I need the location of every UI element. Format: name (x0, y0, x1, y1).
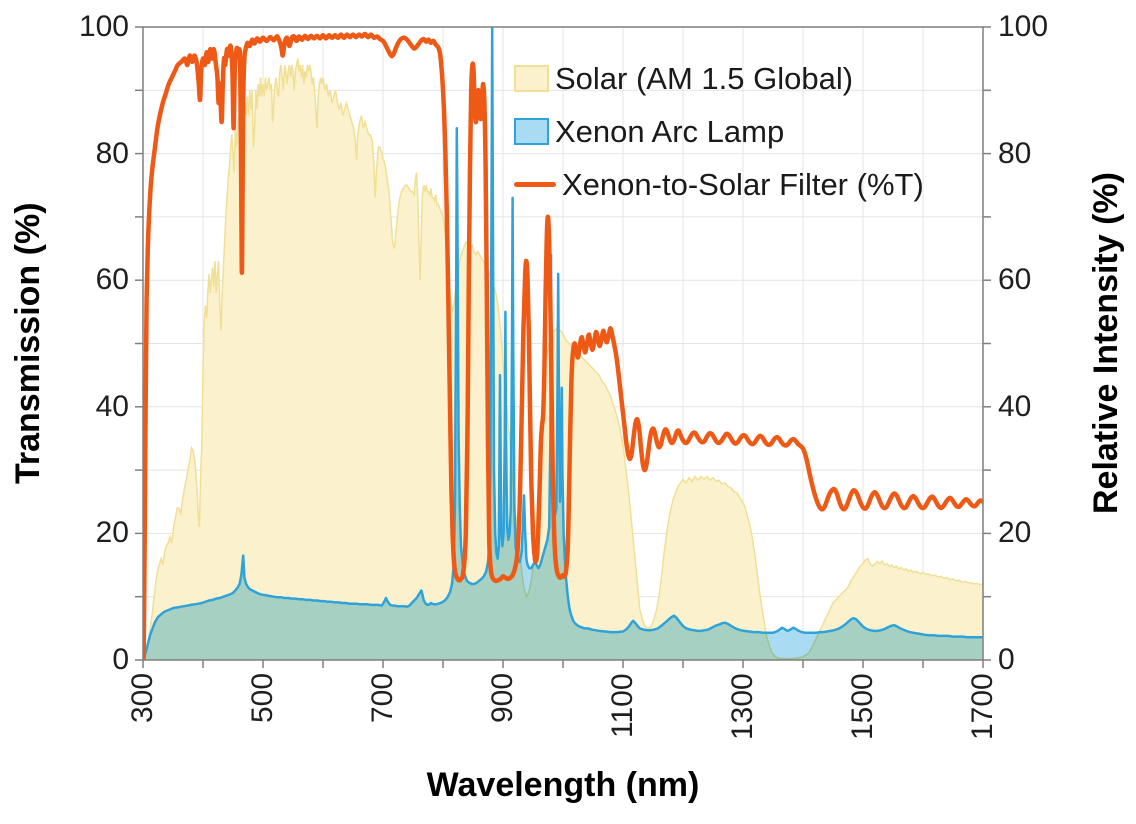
x-axis-tick-label: 500 (246, 673, 279, 724)
xenon-area-swatch-icon (514, 118, 549, 145)
left-axis-tick-label: 100 (78, 10, 129, 43)
solar-area (143, 58, 983, 660)
right-axis-tick-label: 60 (998, 263, 1032, 297)
axes-frame (135, 26, 991, 668)
x-axis-tick-label: 900 (486, 673, 519, 724)
legend-label: Xenon-to-Solar Filter (%T) (562, 166, 924, 202)
right-axis-tick-label: 40 (998, 389, 1032, 423)
solar-area-swatch-icon (514, 65, 549, 92)
left-axis-tick-label: 20 (95, 516, 129, 550)
left-axis-tick-label: 0 (112, 643, 129, 676)
legend-item-xenon: Xenon Arc Lamp (514, 105, 924, 158)
x-axis-tick-label: 700 (366, 673, 399, 724)
right-axis-tick-label: 20 (998, 516, 1032, 550)
left-axis-tick-label: 60 (95, 263, 129, 297)
xenon-outline (143, 27, 983, 660)
x-axis-title: Wavelength (nm) (426, 766, 700, 804)
series-group (143, 27, 983, 660)
filter-line (143, 31, 983, 660)
legend-item-solar: Solar (AM 1.5 Global) (514, 52, 924, 105)
x-axis-tick-label: 1500 (846, 673, 879, 740)
legend: Solar (AM 1.5 Global) Xenon Arc Lamp Xen… (514, 52, 924, 211)
right-axis-title: Relative Intensity (%) (1087, 172, 1125, 515)
legend-label: Xenon Arc Lamp (555, 113, 785, 149)
left-axis-title: Transmission (%) (9, 202, 47, 485)
filter-line-swatch-icon (514, 182, 556, 187)
legend-label: Solar (AM 1.5 Global) (555, 60, 854, 96)
left-axis-tick-label: 80 (95, 136, 129, 170)
legend-item-filter: Xenon-to-Solar Filter (%T) (514, 158, 924, 211)
x-axis-tick-label: 300 (126, 673, 159, 724)
right-axis-tick-label: 100 (998, 10, 1049, 43)
left-axis-tick-label: 40 (95, 389, 129, 423)
right-axis-tick-label: 0 (998, 643, 1015, 676)
x-axis-tick-label: 1300 (726, 673, 759, 740)
x-axis-tick-label: 1100 (606, 673, 639, 738)
right-axis-tick-label: 80 (998, 136, 1032, 170)
x-axis-tick-label: 1700 (966, 673, 999, 740)
